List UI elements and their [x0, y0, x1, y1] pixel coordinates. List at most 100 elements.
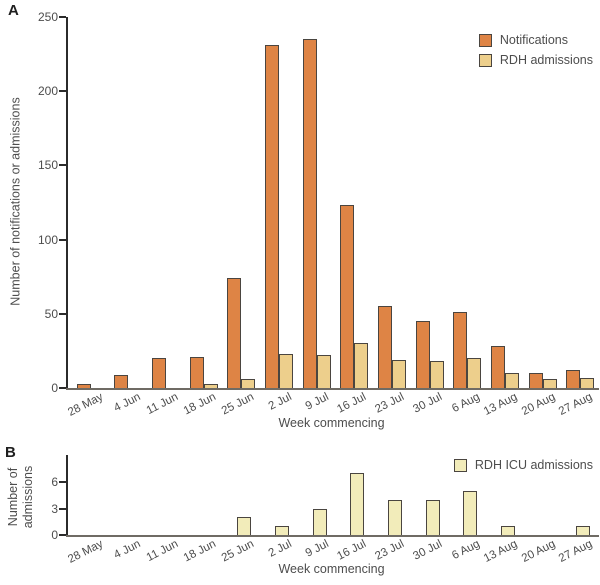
y-tick-label-6: 6: [51, 475, 58, 490]
bar-group-16-jul: [338, 473, 376, 535]
bar-notifications-25-jun: [227, 278, 242, 388]
bar-group-2-jul: [260, 45, 298, 388]
x-tick-label-2-jul: 2 Jul: [266, 391, 294, 413]
bar-rdh-icu-admissions-27-aug: [576, 526, 591, 535]
x-tick-label-13-aug: 13 Aug: [481, 391, 520, 418]
panel-a-x-axis-line: [66, 388, 599, 390]
x-tick-label-18-jun: 18 Jun: [181, 391, 219, 418]
bar-rdh-icu-admissions-16-jul: [350, 473, 365, 535]
panel-b-label: B: [5, 444, 16, 461]
x-tick-label-28-may: 28 May: [66, 391, 106, 419]
bar-group-9-jul: [301, 509, 339, 535]
bar-rdh-icu-admissions-6-aug: [463, 491, 478, 535]
x-tick-label-20-aug: 20 Aug: [519, 391, 557, 418]
y-tick-mark-150: [59, 164, 66, 167]
y-tick-label-0: 0: [51, 381, 58, 395]
bar-notifications-30-jul: [415, 321, 430, 388]
bar-rdh-admissions-2-jul: [279, 354, 294, 388]
legend-swatch-rdh-icu-admissions: [453, 458, 467, 472]
x-tick-label-20-aug: 20 Aug: [519, 538, 557, 565]
legend-item-rdh-admissions: RDH admissions: [478, 53, 593, 67]
bar-notifications-20-aug: [528, 373, 543, 388]
bar-group-25-jun: [223, 278, 261, 388]
bar-group-30-jul: [414, 500, 452, 535]
x-tick-label-30-jul: 30 Jul: [411, 391, 444, 416]
panel-b-y-axis-line: [66, 455, 68, 535]
x-tick-label-27-aug: 27 Aug: [557, 538, 595, 565]
y-tick-mark-200: [59, 90, 66, 93]
legend-item-notifications: Notifications: [478, 33, 568, 47]
legend-item-rdh-icu-admissions: RDH ICU admissions: [453, 458, 593, 472]
legend-swatch-rdh-admissions: [478, 53, 492, 67]
bar-group-2-jul: [263, 526, 301, 535]
bar-group-9-jul: [298, 39, 336, 388]
panel-a-y-axis-line: [66, 17, 68, 388]
x-tick-label-23-jul: 23 Jul: [373, 391, 407, 416]
panel-a-legend: Notifications RDH admissions: [478, 33, 593, 67]
x-tick-label-23-jul: 23 Jul: [373, 538, 407, 563]
bar-group-13-aug: [489, 526, 527, 535]
bar-rdh-admissions-20-aug: [542, 379, 557, 388]
bar-group-6-aug: [448, 312, 486, 388]
bar-notifications-9-jul: [302, 39, 317, 388]
y-tick-label-3: 3: [51, 501, 58, 516]
x-tick-label-4-jun: 4 Jun: [112, 391, 143, 415]
y-tick-mark-6: [59, 481, 66, 484]
bar-rdh-icu-admissions-25-jun: [237, 517, 252, 535]
legend-label-rdh-admissions: RDH admissions: [499, 53, 593, 67]
bar-notifications-28-may: [76, 384, 91, 388]
bar-notifications-27-aug: [566, 370, 581, 388]
bar-rdh-admissions-16-jul: [354, 343, 369, 388]
bar-group-27-aug: [564, 526, 600, 535]
y-tick-mark-3: [59, 507, 66, 510]
bar-rdh-admissions-25-jun: [241, 379, 256, 388]
legend-swatch-notifications: [478, 33, 492, 47]
bar-group-16-jul: [335, 205, 373, 388]
y-tick-mark-100: [59, 238, 66, 241]
bar-group-6-aug: [451, 491, 489, 535]
bar-notifications-11-jun: [152, 358, 167, 388]
bar-rdh-admissions-18-jun: [203, 384, 218, 388]
x-tick-label-4-jun: 4 Jun: [112, 538, 143, 562]
x-tick-label-18-jun: 18 Jun: [181, 538, 219, 565]
bar-notifications-23-jul: [377, 306, 392, 388]
bar-group-30-jul: [411, 321, 449, 388]
panel-b-x-axis-title: Week commencing: [278, 562, 385, 576]
bar-notifications-13-aug: [490, 346, 505, 388]
y-tick-mark-0: [59, 387, 66, 389]
panel-a-label: A: [8, 2, 19, 19]
bar-rdh-admissions-30-jul: [429, 361, 444, 388]
bar-rdh-admissions-6-aug: [467, 358, 482, 388]
bar-group-27-aug: [561, 370, 599, 388]
bar-group-18-jun: [185, 357, 223, 388]
bar-notifications-16-jul: [340, 205, 355, 388]
panel-b-legend: RDH ICU admissions: [453, 458, 593, 472]
x-tick-label-9-jul: 9 Jul: [303, 391, 331, 413]
bar-group-25-jun: [226, 517, 264, 535]
panel-a-x-axis-title: Week commencing: [278, 416, 385, 430]
bar-notifications-4-jun: [114, 375, 129, 388]
y-tick-label-0: 0: [51, 528, 58, 542]
x-tick-label-6-aug: 6 Aug: [449, 538, 482, 563]
x-tick-label-25-jun: 25 Jun: [219, 391, 256, 418]
y-tick-label-250: 250: [37, 10, 58, 24]
bar-group-28-may: [72, 384, 110, 388]
bar-notifications-2-jul: [265, 45, 280, 388]
bar-group-23-jul: [373, 306, 411, 388]
bar-group-13-aug: [486, 346, 524, 388]
bar-rdh-admissions-13-aug: [504, 373, 519, 388]
panel-a-plot-area: 0 50 100 150 200 250 Notifications RDH admissi…: [38, 10, 599, 395]
bar-rdh-icu-admissions-23-jul: [387, 500, 402, 535]
x-tick-label-27-aug: 27 Aug: [557, 391, 595, 418]
y-tick-mark-0: [59, 534, 66, 536]
bar-group-11-jun: [147, 358, 185, 388]
bar-rdh-icu-admissions-9-jul: [312, 509, 327, 535]
x-tick-label-11-jun: 11 Jun: [144, 538, 181, 564]
panel-a-bars: [68, 17, 595, 388]
bar-notifications-6-aug: [453, 312, 468, 388]
bar-rdh-admissions-23-jul: [391, 360, 406, 388]
x-tick-label-30-jul: 30 Jul: [411, 538, 444, 563]
x-tick-label-9-jul: 9 Jul: [303, 538, 331, 560]
x-tick-label-16-jul: 16 Jul: [335, 391, 369, 416]
y-tick-label-200: 200: [37, 84, 58, 99]
